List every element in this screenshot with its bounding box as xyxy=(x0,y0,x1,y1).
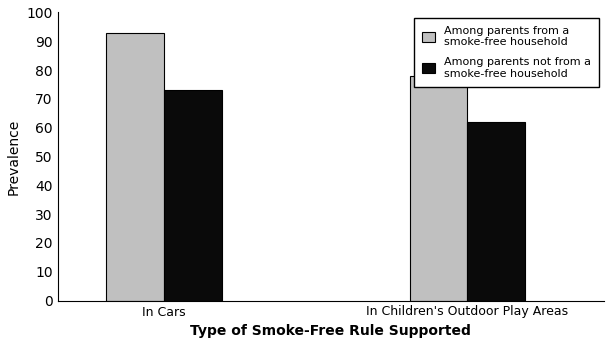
Bar xyxy=(106,33,164,300)
Bar xyxy=(467,122,525,300)
Y-axis label: Prevalence: Prevalence xyxy=(7,118,21,195)
Legend: Among parents from a
smoke-free household, Among parents not from a
smoke-free h: Among parents from a smoke-free househol… xyxy=(414,18,599,87)
Bar xyxy=(410,76,467,300)
Bar xyxy=(164,90,222,300)
X-axis label: Type of Smoke-Free Rule Supported: Type of Smoke-Free Rule Supported xyxy=(191,324,471,338)
